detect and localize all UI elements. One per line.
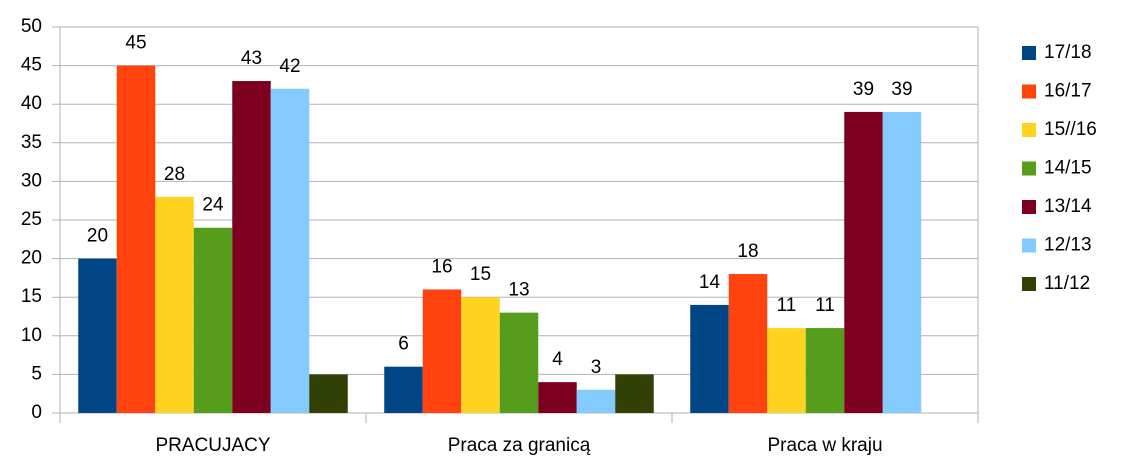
data-label: 39	[853, 79, 874, 100]
data-label: 39	[891, 79, 912, 100]
y-tick-label: 50	[21, 16, 42, 37]
bar	[728, 274, 768, 413]
y-tick-label: 20	[21, 248, 42, 269]
y-tick-label: 10	[21, 325, 42, 346]
data-label: 42	[279, 56, 300, 77]
bar	[155, 196, 194, 413]
bar	[882, 111, 922, 414]
bar	[499, 312, 539, 413]
data-label: 6	[398, 334, 409, 355]
data-label: 28	[164, 164, 185, 185]
data-label: 15	[470, 264, 491, 285]
bar	[422, 289, 462, 413]
legend-swatch	[1022, 161, 1036, 176]
legend-label: 11/12	[1044, 273, 1090, 294]
legend-label: 17/18	[1044, 42, 1092, 63]
legend-swatch	[1022, 84, 1036, 99]
legend-swatch	[1022, 46, 1036, 60]
bar	[232, 81, 271, 413]
y-tick-label: 45	[21, 55, 42, 76]
bar	[461, 297, 500, 413]
legend-swatch	[1022, 200, 1036, 214]
legend-label: 16/17	[1044, 81, 1092, 102]
bar	[615, 374, 654, 413]
bar	[384, 366, 423, 413]
data-label: 45	[125, 33, 146, 54]
legend-swatch	[1022, 123, 1036, 137]
y-tick-label: 0	[31, 402, 42, 423]
bar	[116, 65, 156, 413]
y-tick-label: 30	[21, 170, 42, 191]
data-label: 20	[87, 226, 108, 247]
bar	[805, 328, 845, 413]
y-tick-label: 25	[21, 209, 42, 230]
bar	[309, 374, 348, 413]
bar	[78, 258, 117, 413]
bar	[690, 304, 729, 413]
x-tick-label: Praca w kraju	[767, 435, 882, 456]
x-tick-label: PRACUJACY	[155, 435, 270, 456]
bar	[270, 88, 310, 413]
y-tick-label: 40	[21, 93, 42, 114]
data-label: 11	[777, 295, 797, 316]
x-tick-label: Praca za granicą	[448, 435, 591, 456]
data-label: 3	[591, 357, 602, 378]
y-tick-label: 5	[31, 363, 42, 384]
data-label: 16	[431, 256, 452, 277]
legend-swatch	[1022, 277, 1036, 291]
y-tick-label: 15	[21, 286, 42, 307]
bar	[193, 227, 233, 413]
bar	[538, 382, 577, 413]
y-tick-label: 35	[21, 132, 42, 153]
legend-label: 15//16	[1044, 119, 1097, 140]
bar	[767, 328, 806, 413]
legend-swatch	[1022, 238, 1036, 253]
data-label: 11	[815, 295, 835, 316]
legend-label: 14/15	[1044, 158, 1092, 179]
bar	[844, 111, 883, 414]
data-label: 4	[552, 349, 563, 370]
data-label: 18	[737, 241, 758, 262]
data-label: 13	[508, 280, 529, 301]
legend-label: 12/13	[1044, 235, 1092, 256]
legend-label: 13/14	[1044, 196, 1092, 217]
data-label: 43	[241, 48, 262, 69]
data-label: 14	[699, 272, 721, 293]
bar	[576, 389, 616, 413]
data-label: 24	[202, 195, 224, 216]
